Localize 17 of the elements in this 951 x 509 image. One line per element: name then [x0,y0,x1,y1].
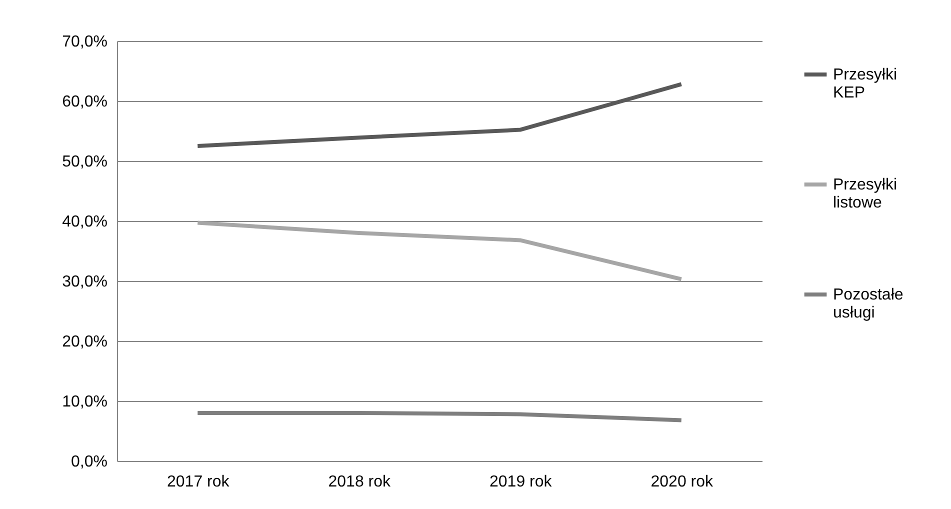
y-tick-label: 20,0% [62,334,108,350]
y-tick-label: 0,0% [71,454,108,470]
x-tick-label: 2020 rok [650,474,714,490]
legend-label: Przesyłki KEP [833,66,898,102]
y-tick-label: 50,0% [62,154,108,170]
x-tick-label: 2017 rok [166,474,230,490]
y-tick-label: 30,0% [62,274,108,290]
legend-label: Pozostałe usługi [833,286,904,322]
x-tick-label: 2019 rok [489,474,553,490]
y-tick-label: 60,0% [62,94,108,110]
line-series [196,82,684,148]
x-tick-label: 2018 rok [328,474,392,490]
y-tick-label: 10,0% [62,394,108,410]
legend-label: Przesyłki listowe [833,176,898,212]
y-tick-label: 40,0% [62,214,108,230]
line-series [196,220,684,282]
y-tick-label: 70,0% [62,34,108,50]
